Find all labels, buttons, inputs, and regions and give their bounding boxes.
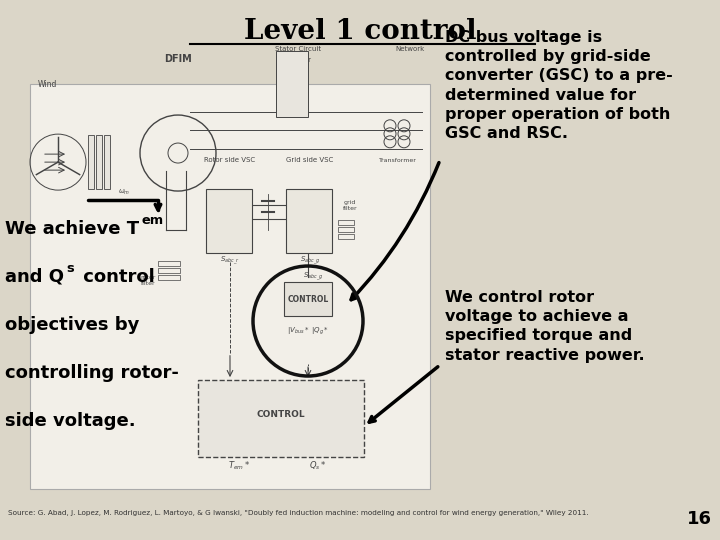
- Text: Source: G. Abad, J. Lopez, M. Rodriguez, L. Martoyo, & G Iwanski, "Doubly fed in: Source: G. Abad, J. Lopez, M. Rodriguez,…: [8, 510, 589, 516]
- Text: Grid side VSC: Grid side VSC: [287, 157, 333, 163]
- Text: Transformer: Transformer: [379, 158, 417, 163]
- Text: DFIM: DFIM: [164, 54, 192, 64]
- Text: CONTROL: CONTROL: [257, 410, 305, 419]
- Text: grid
filter: grid filter: [343, 200, 357, 211]
- Text: $S_{abc\_g}$: $S_{abc\_g}$: [302, 271, 323, 284]
- Text: s: s: [66, 262, 73, 275]
- Bar: [338, 227, 354, 232]
- Text: We achieve T: We achieve T: [5, 220, 139, 238]
- Bar: [96, 135, 102, 190]
- Polygon shape: [223, 213, 237, 223]
- Text: objectives by: objectives by: [5, 316, 140, 334]
- Text: $S_{abc\_r}$: $S_{abc\_r}$: [220, 255, 240, 267]
- Bar: [158, 268, 180, 273]
- Text: $S_{abc\_g}$: $S_{abc\_g}$: [300, 255, 320, 267]
- Text: $\omega_m$: $\omega_m$: [118, 188, 130, 197]
- Text: $T_{em}*$: $T_{em}*$: [228, 459, 251, 472]
- Text: Stator Circuit: Stator Circuit: [275, 46, 321, 52]
- Text: We control rotor
voltage to achieve a
specified torque and
stator reactive power: We control rotor voltage to achieve a sp…: [445, 290, 644, 362]
- Text: Network: Network: [395, 46, 425, 52]
- Polygon shape: [303, 213, 317, 223]
- Text: Wind: Wind: [38, 80, 58, 90]
- Text: $Q_s*$: $Q_s*$: [309, 459, 326, 472]
- Bar: [30, 84, 430, 489]
- Text: control: control: [77, 268, 155, 286]
- Bar: [88, 135, 94, 190]
- Text: DC bus voltage is
controlled by grid-side
converter (GSC) to a pre-
determined v: DC bus voltage is controlled by grid-sid…: [445, 30, 672, 141]
- Text: em: em: [141, 214, 163, 227]
- Bar: [284, 282, 332, 316]
- Text: Rotor side VSC: Rotor side VSC: [204, 157, 256, 163]
- Bar: [158, 275, 180, 280]
- Bar: [206, 190, 252, 253]
- Text: and Q: and Q: [5, 268, 64, 286]
- Text: side voltage.: side voltage.: [5, 412, 135, 430]
- Text: $|V_{bus}*\;|Q_g*$: $|V_{bus}*\;|Q_g*$: [287, 325, 329, 336]
- Text: 16: 16: [687, 510, 712, 528]
- Text: controlling rotor-: controlling rotor-: [5, 364, 179, 382]
- Bar: [104, 135, 110, 190]
- Bar: [276, 51, 308, 117]
- Bar: [198, 380, 364, 457]
- Bar: [158, 261, 180, 266]
- Bar: [338, 234, 354, 239]
- Bar: [286, 190, 332, 253]
- Text: rotor
filter: rotor filter: [140, 275, 156, 286]
- Text: Breaker: Breaker: [284, 57, 312, 63]
- Bar: [338, 220, 354, 225]
- Text: CONTROL: CONTROL: [287, 295, 328, 304]
- Text: Level 1 control: Level 1 control: [243, 18, 477, 45]
